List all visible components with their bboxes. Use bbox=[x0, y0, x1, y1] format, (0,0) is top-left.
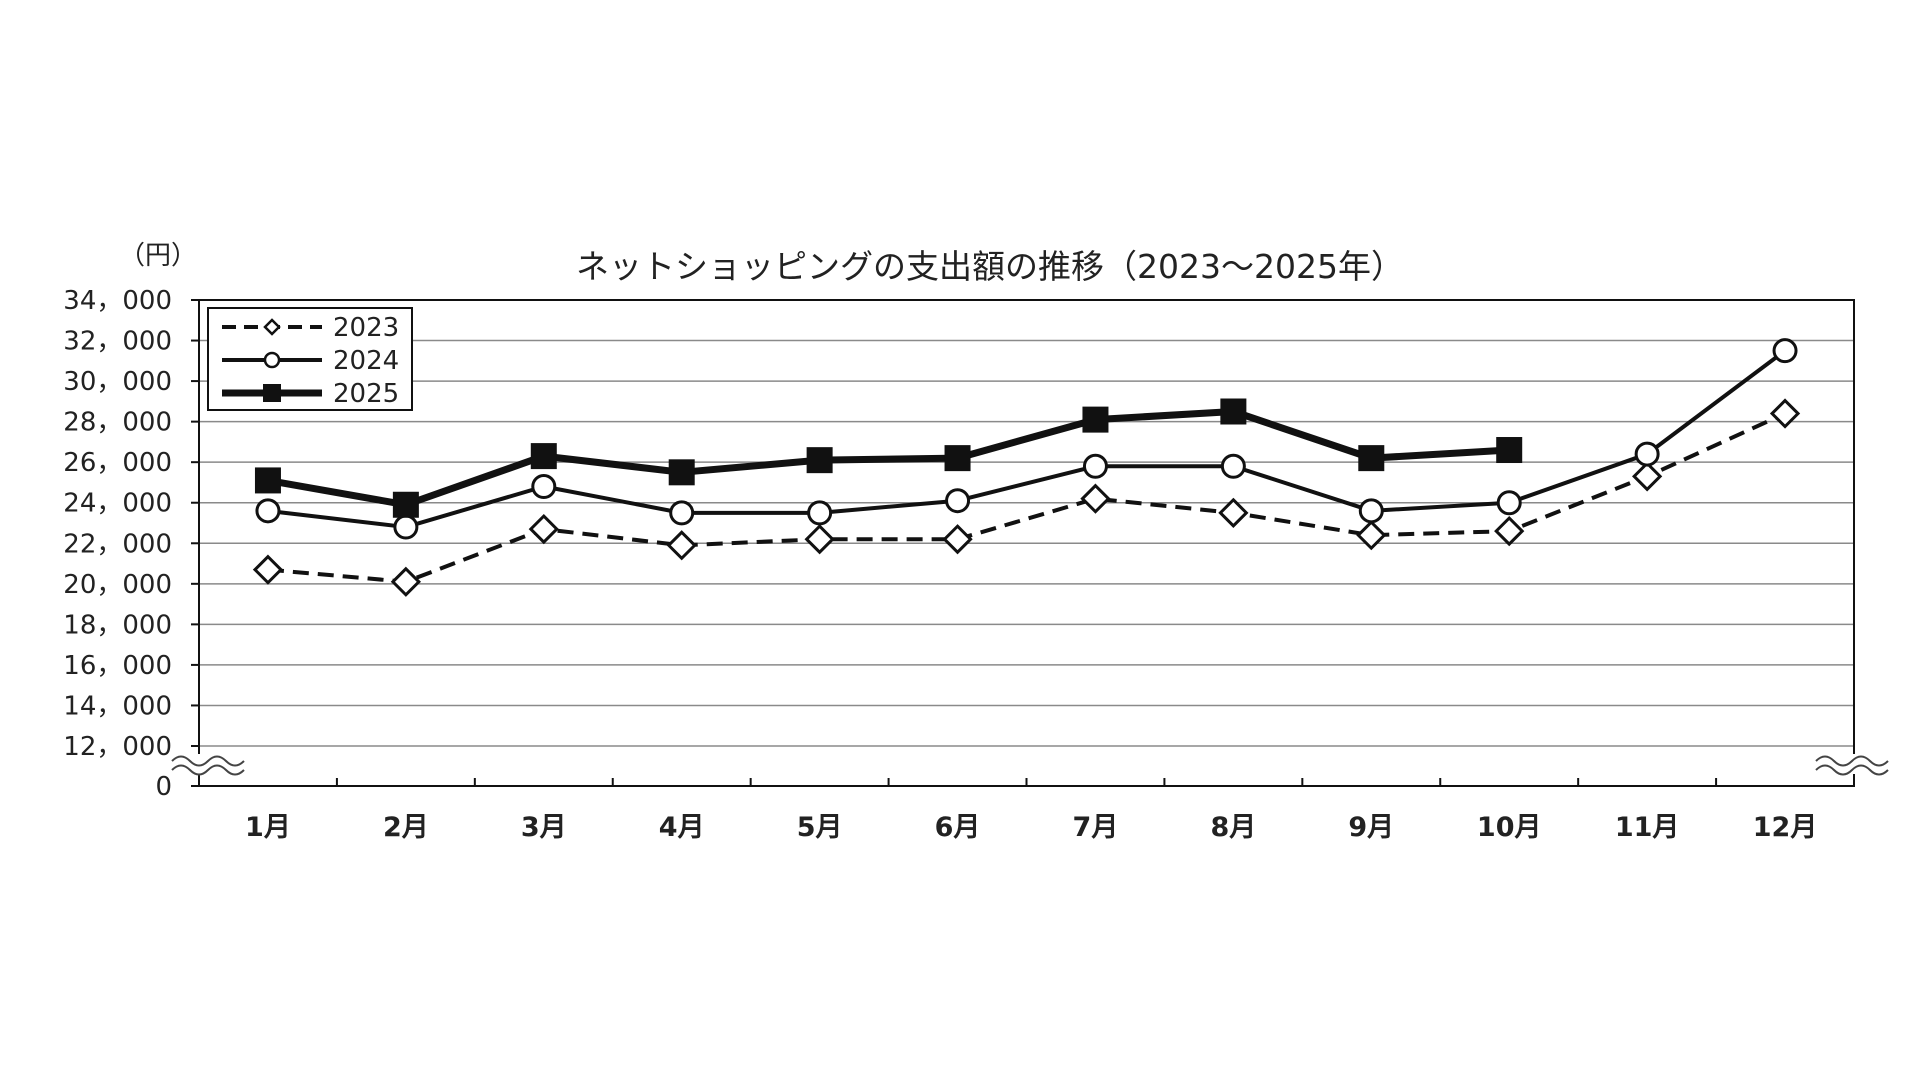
x-tick-label: 3月 bbox=[521, 812, 567, 843]
data-point-2025 bbox=[392, 491, 419, 518]
data-point-2024 bbox=[255, 498, 281, 524]
data-point-2024 bbox=[1082, 453, 1108, 479]
data-point-2025 bbox=[806, 447, 833, 474]
x-tick-label: 4月 bbox=[659, 812, 705, 843]
plot-frame bbox=[198, 299, 1855, 787]
y-tick-label: 16，000 bbox=[63, 651, 172, 681]
legend-marker-2024 bbox=[263, 351, 281, 369]
legend-label-2025: 2025 bbox=[333, 379, 399, 409]
data-point-2024 bbox=[669, 500, 695, 526]
data-point-2025 bbox=[668, 459, 695, 486]
data-point-2024 bbox=[807, 500, 833, 526]
data-point-2023 bbox=[252, 554, 284, 585]
y-axis-ticks: 0 12，000 14，000 16，000 18，000 20，000 22，000 24，… bbox=[63, 286, 199, 802]
grid-lines bbox=[199, 339, 1854, 747]
y-tick-label: 32，000 bbox=[63, 327, 172, 357]
data-point-2024 bbox=[531, 474, 557, 500]
series-line-2025 bbox=[267, 408, 1510, 509]
axis-break-gap bbox=[172, 754, 247, 774]
axis-break-wave bbox=[1815, 755, 1889, 767]
y-tick-label: 24，000 bbox=[63, 489, 172, 519]
data-point-2024 bbox=[1496, 490, 1522, 516]
legend-label-2024: 2024 bbox=[333, 346, 399, 376]
axis-break-marks bbox=[171, 754, 1891, 776]
data-point-2025 bbox=[254, 467, 281, 494]
x-tick-label: 9月 bbox=[1348, 812, 1394, 843]
x-tick-label: 12月 bbox=[1753, 812, 1818, 843]
y-tick-label: 28，000 bbox=[63, 408, 172, 438]
data-point-2025 bbox=[1358, 445, 1385, 472]
y-tick-label: 12，000 bbox=[63, 732, 172, 762]
y-tick-label: 18，000 bbox=[63, 610, 172, 640]
x-tick-label: 10月 bbox=[1477, 812, 1542, 843]
y-tick-label: 30，000 bbox=[63, 367, 172, 397]
data-point-2023 bbox=[1356, 520, 1387, 551]
data-point-2023 bbox=[528, 513, 559, 545]
data-point-2023 bbox=[666, 530, 697, 561]
data-point-2024 bbox=[945, 488, 971, 514]
data-point-2023 bbox=[1632, 461, 1663, 492]
y-tick-label: 0 bbox=[155, 772, 172, 802]
data-point-2025 bbox=[944, 445, 971, 472]
x-axis-ticks: 1月 2月 3月 4月 5月 6月 7月 8月 9月 10月 11月 12月 bbox=[245, 778, 1817, 843]
data-point-2023 bbox=[942, 524, 973, 555]
data-point-2024 bbox=[1220, 453, 1246, 479]
data-point-2025 bbox=[1496, 437, 1523, 464]
x-tick-label: 1月 bbox=[245, 812, 291, 843]
x-tick-label: 8月 bbox=[1210, 812, 1256, 843]
legend-marker-2023 bbox=[263, 318, 281, 336]
y-tick-label: 14，000 bbox=[63, 691, 172, 721]
data-point-2023 bbox=[1080, 483, 1111, 514]
data-point-2024 bbox=[393, 514, 419, 540]
x-tick-label: 5月 bbox=[797, 812, 843, 843]
series-2025 bbox=[254, 398, 1523, 518]
axis-break-wave bbox=[171, 764, 245, 776]
axis-break-gap bbox=[1816, 754, 1891, 774]
x-tick-label: 6月 bbox=[935, 812, 981, 843]
y-axis-unit-label: （円） bbox=[119, 241, 197, 271]
data-point-2024 bbox=[1634, 441, 1660, 467]
y-tick-label: 26，000 bbox=[63, 448, 172, 478]
data-point-2024 bbox=[1358, 498, 1384, 524]
series-2023 bbox=[252, 398, 1801, 597]
x-tick-label: 11月 bbox=[1615, 812, 1680, 843]
y-tick-label: 34，000 bbox=[63, 286, 172, 316]
data-point-2023 bbox=[804, 524, 835, 555]
y-tick-label: 20，000 bbox=[63, 570, 172, 600]
series-line-2023 bbox=[267, 411, 1786, 584]
data-point-2023 bbox=[1218, 497, 1249, 528]
data-point-2025 bbox=[530, 443, 557, 470]
data-point-2023 bbox=[1494, 515, 1525, 547]
axis-break-wave bbox=[171, 755, 245, 767]
x-tick-label: 7月 bbox=[1073, 812, 1119, 843]
series-line-2024 bbox=[267, 349, 1787, 530]
legend-marker-2025 bbox=[263, 384, 281, 402]
series-2024 bbox=[255, 338, 1798, 540]
x-tick-label: 2月 bbox=[383, 812, 429, 843]
chart-title: ネットショッピングの支出額の推移（2023～2025年） bbox=[576, 247, 1404, 286]
legend-label-2023: 2023 bbox=[333, 313, 399, 343]
y-tick-label: 22，000 bbox=[63, 529, 172, 559]
data-point-2023 bbox=[1769, 398, 1801, 429]
data-series bbox=[252, 338, 1801, 597]
data-point-2025 bbox=[1220, 398, 1247, 425]
axis-break-wave bbox=[1815, 764, 1889, 776]
data-point-2023 bbox=[390, 566, 421, 597]
data-point-2025 bbox=[1082, 406, 1109, 433]
data-point-2024 bbox=[1772, 338, 1798, 364]
